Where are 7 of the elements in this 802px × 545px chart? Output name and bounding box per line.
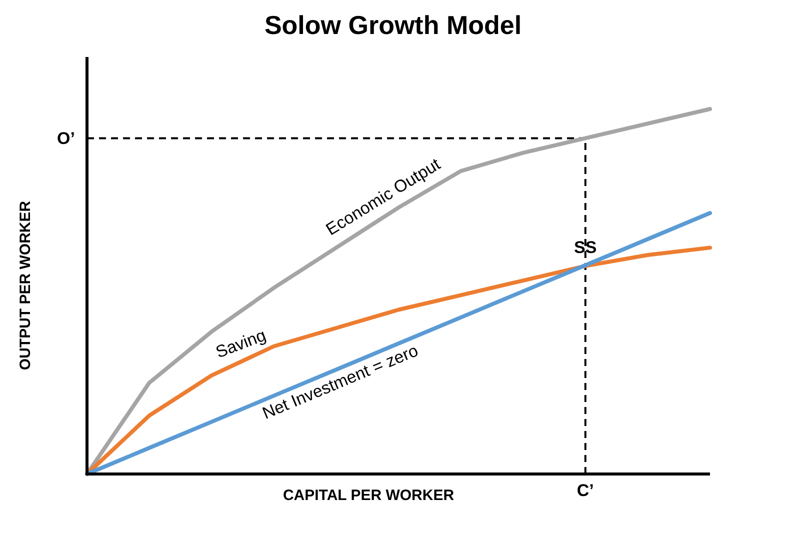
- text: O’: [57, 129, 75, 148]
- x-axis-title: CAPITAL PER WORKER: [282, 487, 454, 504]
- text: C’: [576, 481, 594, 500]
- annotation: Saving: [213, 326, 268, 362]
- y-axis-title: OUTPUT PER WORKER: [17, 200, 34, 370]
- annotation: SS: [574, 238, 597, 258]
- chart-title: Solow Growth Model: [264, 10, 522, 40]
